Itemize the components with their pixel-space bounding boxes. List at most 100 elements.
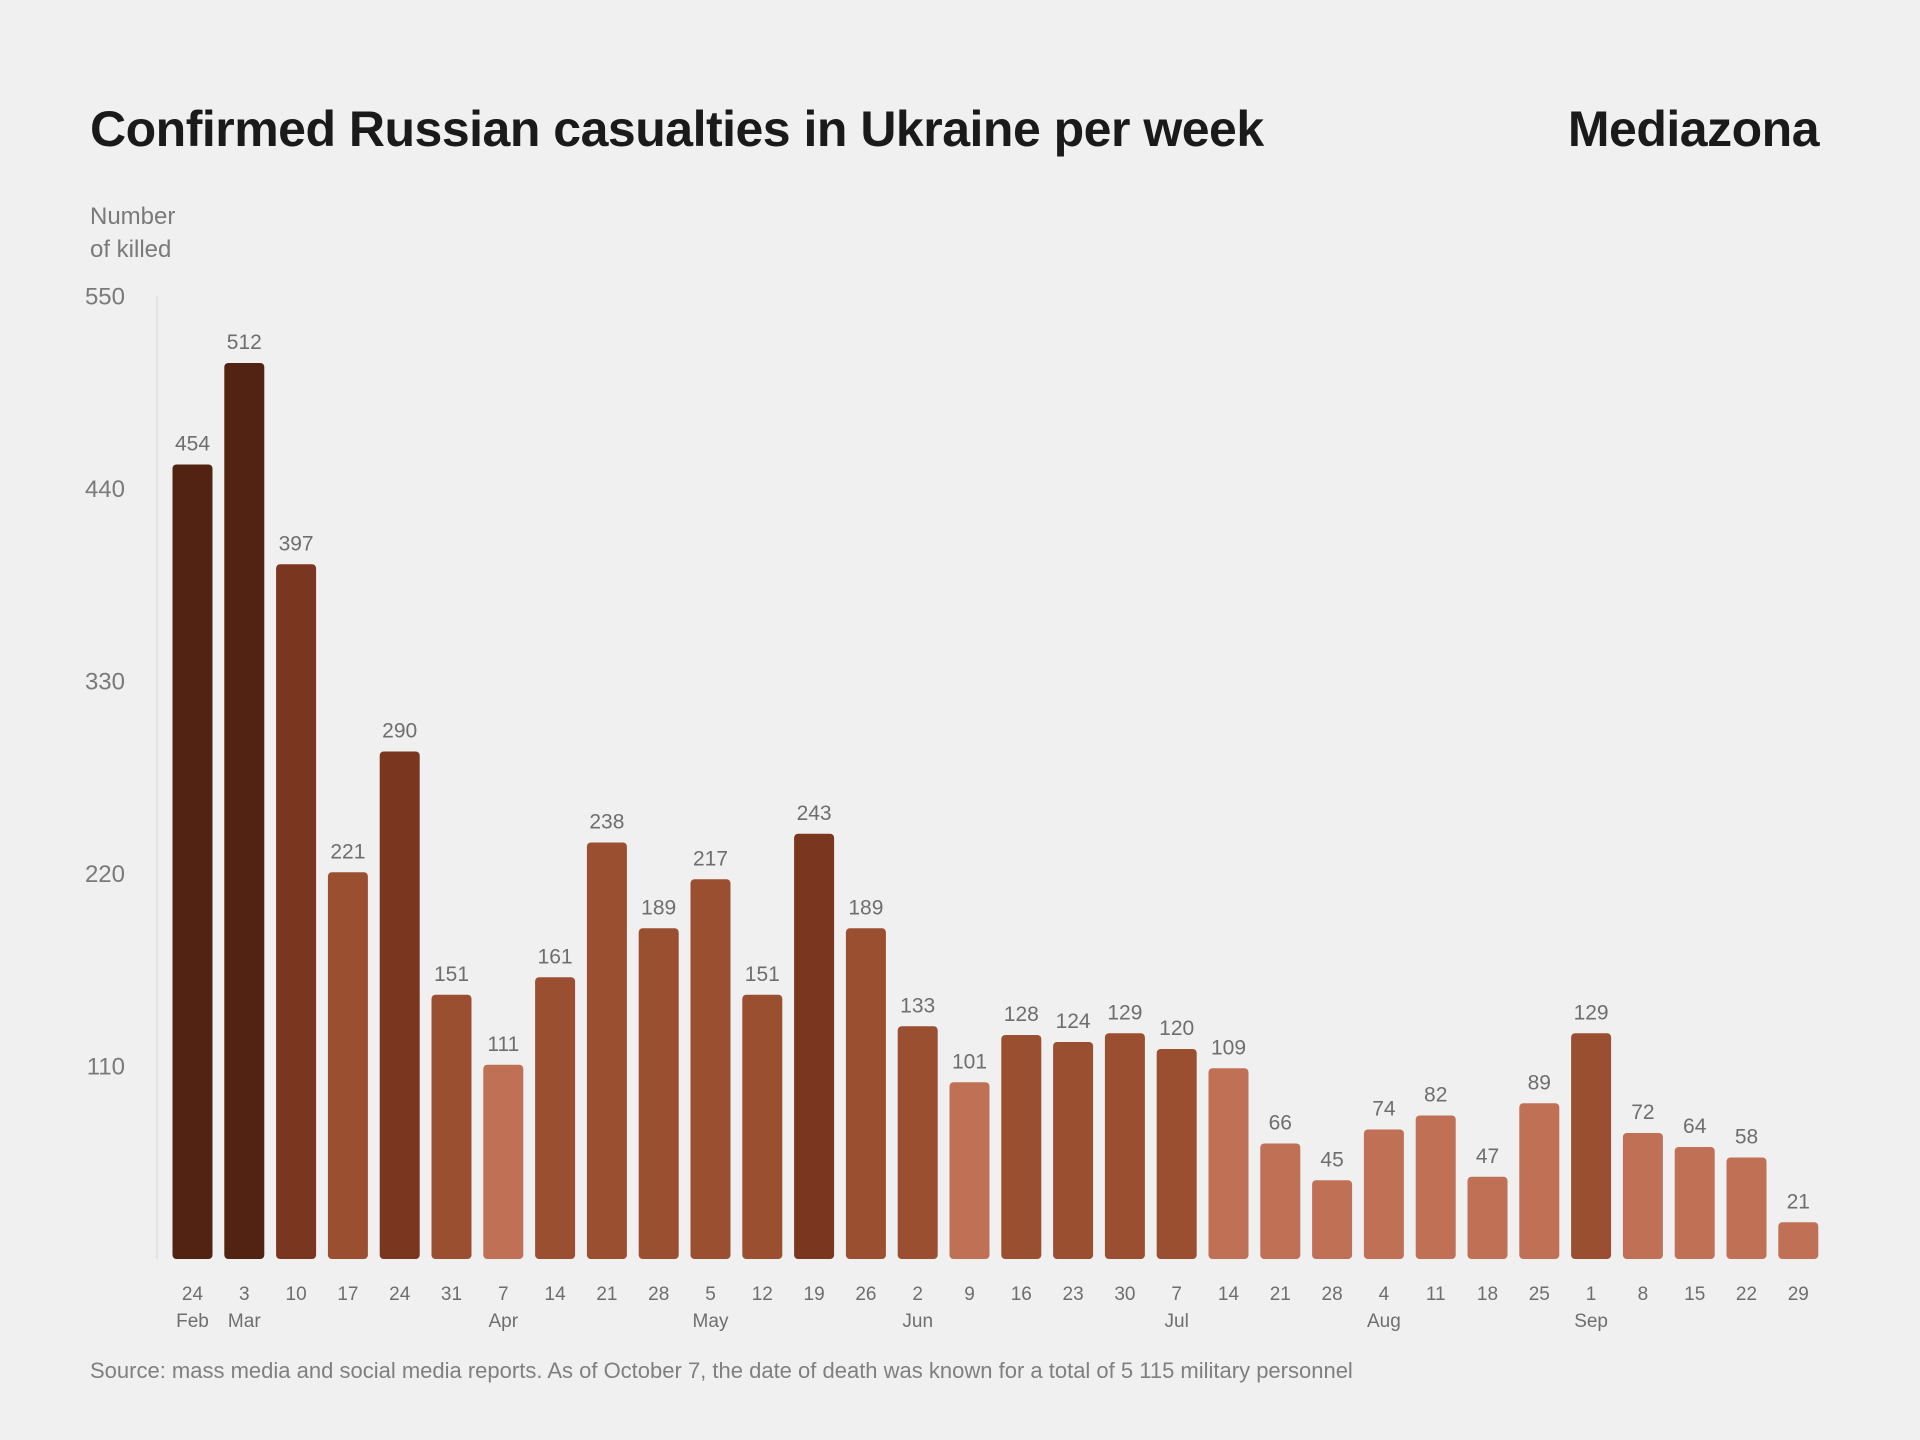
- bar-value-label: 133: [900, 994, 935, 1017]
- bar-5-may-10: [690, 879, 731, 1259]
- x-tick-month: Jun: [902, 1311, 933, 1332]
- bar-14-20: [1208, 1068, 1249, 1259]
- bar-value-label: 101: [952, 1050, 987, 1073]
- bar-value-label: 221: [330, 840, 365, 863]
- x-tick-day: 31: [441, 1284, 462, 1305]
- bar-31-5: [431, 994, 472, 1259]
- bar-21-21: [1260, 1143, 1301, 1259]
- x-tick-day: 1: [1586, 1284, 1597, 1305]
- bar-value-label: 217: [693, 847, 728, 870]
- x-tick-month: Apr: [489, 1311, 519, 1332]
- x-tick-day: 30: [1114, 1284, 1135, 1305]
- bar-value-label: 151: [434, 963, 469, 986]
- bar-value-label: 512: [227, 331, 262, 354]
- x-tick-month: Aug: [1367, 1311, 1401, 1332]
- x-tick-month: Jul: [1165, 1311, 1189, 1332]
- x-tick-day: 28: [648, 1284, 669, 1305]
- x-tick-month: Feb: [176, 1311, 209, 1332]
- y-tick-label: 440: [85, 476, 125, 503]
- x-tick-day: 25: [1529, 1284, 1550, 1305]
- bar-24-4: [379, 751, 420, 1259]
- bar-30-18: [1104, 1033, 1145, 1259]
- bar-value-label: 189: [641, 896, 676, 919]
- x-tick-day: 24: [389, 1284, 411, 1305]
- bar-23-17: [1053, 1042, 1094, 1259]
- bar-value-label: 189: [848, 896, 883, 919]
- x-tick-month: Mar: [228, 1311, 261, 1332]
- x-tick-day: 7: [498, 1284, 509, 1305]
- bar-24-feb-0: [172, 464, 213, 1259]
- bar-value-label: 161: [538, 945, 573, 968]
- bar-28-22: [1312, 1180, 1353, 1259]
- bar-9-15: [949, 1082, 990, 1259]
- bar-26-13: [845, 928, 886, 1259]
- bar-16-16: [1001, 1035, 1042, 1259]
- bar-value-label: 21: [1787, 1190, 1810, 1213]
- x-tick-month: Sep: [1574, 1311, 1608, 1332]
- y-tick-label: 110: [87, 1054, 125, 1081]
- x-tick-day: 24: [182, 1284, 204, 1305]
- bar-value-label: 454: [175, 433, 210, 456]
- bar-value-label: 64: [1683, 1115, 1707, 1138]
- x-tick-day: 15: [1684, 1284, 1705, 1305]
- bar-25-26: [1519, 1103, 1560, 1259]
- bar-2-jun-14: [897, 1026, 938, 1259]
- bar-value-label: 238: [589, 811, 624, 834]
- bar-22-30: [1726, 1157, 1767, 1259]
- x-tick-day: 16: [1011, 1284, 1032, 1305]
- bar-value-label: 82: [1424, 1084, 1447, 1107]
- bar-value-label: 111: [487, 1033, 519, 1056]
- bar-11-24: [1415, 1115, 1456, 1259]
- y-tick-label: 220: [85, 861, 125, 888]
- bar-21-8: [586, 842, 627, 1259]
- bar-value-label: 124: [1056, 1010, 1091, 1033]
- bar-value-label: 74: [1372, 1098, 1396, 1121]
- bar-4-aug-23: [1363, 1129, 1404, 1259]
- x-tick-day: 19: [804, 1284, 825, 1305]
- bar-8-28: [1622, 1133, 1663, 1259]
- x-tick-day: 3: [239, 1284, 250, 1305]
- x-tick-day: 21: [1270, 1284, 1291, 1305]
- x-tick-day: 22: [1736, 1284, 1757, 1305]
- bar-value-label: 72: [1631, 1101, 1654, 1124]
- bar-value-label: 109: [1211, 1036, 1246, 1059]
- x-tick-day: 23: [1063, 1284, 1084, 1305]
- x-tick-day: 21: [596, 1284, 617, 1305]
- x-tick-day: 18: [1477, 1284, 1498, 1305]
- bar-19-12: [794, 833, 835, 1259]
- bar-value-label: 129: [1107, 1001, 1142, 1024]
- bar-value-label: 66: [1269, 1112, 1292, 1135]
- bar-1-sep-27: [1571, 1033, 1612, 1259]
- chart-title: Confirmed Russian casualties in Ukraine …: [90, 101, 1264, 157]
- x-tick-day: 10: [286, 1284, 307, 1305]
- x-tick-day: 4: [1379, 1284, 1390, 1305]
- brand-logo: Mediazona: [1567, 101, 1820, 157]
- bar-value-label: 129: [1574, 1001, 1609, 1024]
- x-tick-day: 14: [545, 1284, 567, 1305]
- bar-value-label: 290: [382, 720, 417, 743]
- x-tick-day: 8: [1638, 1284, 1649, 1305]
- bar-value-label: 128: [1004, 1003, 1039, 1026]
- y-tick-label: 550: [85, 284, 125, 311]
- bar-12-11: [742, 994, 783, 1259]
- bar-value-label: 243: [797, 802, 832, 825]
- bar-7-apr-6: [483, 1064, 524, 1259]
- x-tick-day: 28: [1322, 1284, 1343, 1305]
- x-tick-day: 2: [912, 1284, 923, 1305]
- bar-18-25: [1467, 1176, 1508, 1259]
- x-tick-day: 12: [752, 1284, 773, 1305]
- x-tick-day: 5: [705, 1284, 716, 1305]
- bar-17-3: [327, 872, 368, 1259]
- bar-15-29: [1674, 1147, 1715, 1259]
- x-tick-day: 9: [964, 1284, 975, 1305]
- bar-value-label: 151: [745, 963, 780, 986]
- x-tick-day: 26: [855, 1284, 876, 1305]
- x-tick-day: 11: [1426, 1284, 1446, 1305]
- bar-7-jul-19: [1156, 1049, 1197, 1259]
- bar-value-label: 58: [1735, 1126, 1758, 1149]
- x-tick-month: May: [693, 1311, 729, 1332]
- bar-value-label: 45: [1320, 1148, 1343, 1171]
- x-tick-day: 14: [1218, 1284, 1240, 1305]
- x-tick-day: 7: [1171, 1284, 1182, 1305]
